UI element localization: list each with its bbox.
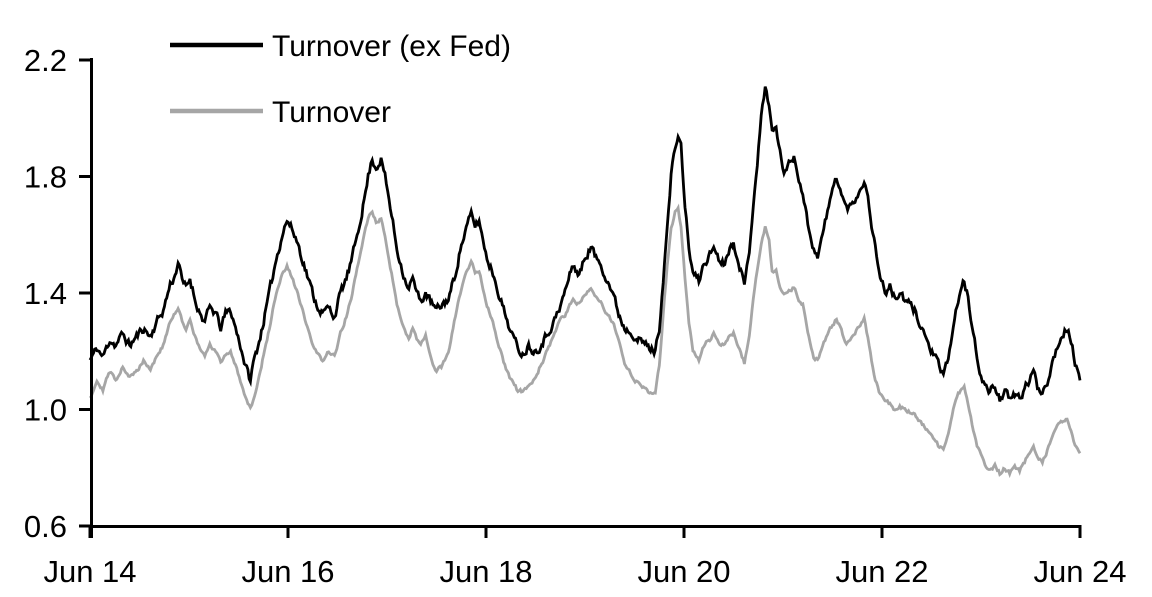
x-axis: Jun 14 Jun 16 Jun 18 Jun 20 Jun 22 Jun 24: [43, 525, 1127, 589]
y-tick-label: 1.0: [24, 393, 67, 428]
x-tick-label: Jun 20: [637, 554, 730, 589]
series-line-turnover-ex-fed: [88, 86, 1082, 402]
x-tick-label: Jun 16: [241, 554, 334, 589]
legend-label-turnover-ex-fed: Turnover (ex Fed): [272, 30, 511, 63]
x-tick-label: Jun 14: [43, 554, 136, 589]
y-tick-label: 1.8: [24, 160, 67, 195]
legend-label-turnover: Turnover: [272, 96, 391, 129]
legend: Turnover (ex Fed) Turnover: [170, 30, 511, 129]
y-tick-label: 1.4: [24, 276, 67, 311]
x-tick-label: Jun 22: [835, 554, 928, 589]
x-tick-label: Jun 18: [439, 554, 532, 589]
y-tick-label: 2.2: [24, 43, 67, 78]
x-tick-label: Jun 24: [1033, 554, 1126, 589]
y-ticks: 2.2 1.8 1.4 1.0 0.6: [24, 43, 92, 544]
y-axis: 2.2 1.8 1.4 1.0 0.6: [24, 43, 93, 544]
series-line-turnover: [88, 203, 1082, 479]
x-ticks: Jun 14 Jun 16 Jun 18 Jun 20 Jun 22 Jun 24: [43, 526, 1127, 589]
y-tick-label: 0.6: [24, 509, 67, 544]
